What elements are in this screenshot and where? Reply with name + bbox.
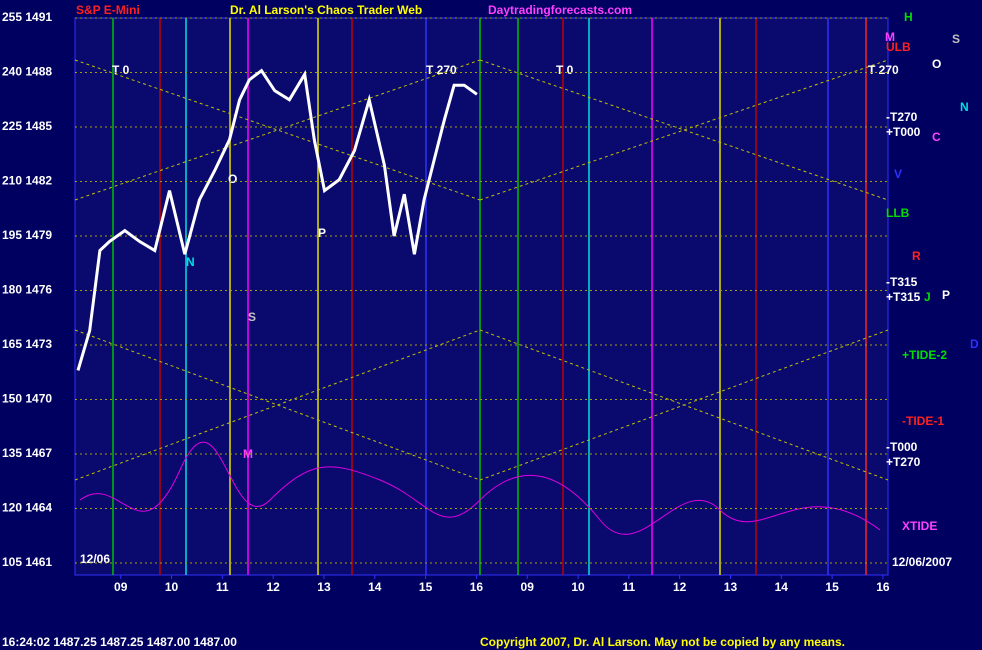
annotation: -T270 bbox=[886, 110, 918, 124]
annotation: S bbox=[952, 32, 960, 46]
annotation: N bbox=[960, 100, 969, 114]
annotation: D bbox=[970, 337, 979, 351]
chart-title: Dr. Al Larson's Chaos Trader Web bbox=[230, 3, 422, 17]
x-tick-label: 10 bbox=[165, 580, 179, 594]
annotation: C bbox=[932, 130, 941, 144]
x-tick-label: 15 bbox=[825, 580, 839, 594]
y-tick-label: 240 1488 bbox=[2, 65, 52, 79]
annotation: -TIDE-1 bbox=[902, 414, 944, 428]
diagonal bbox=[479, 329, 889, 481]
quote-line: 16:24:02 1487.25 1487.25 1487.00 1487.00 bbox=[2, 635, 237, 649]
plot-area bbox=[74, 17, 889, 576]
annotation: T 0 bbox=[556, 63, 574, 77]
x-tick-label: 14 bbox=[775, 580, 789, 594]
annotation: T 0 bbox=[112, 63, 130, 77]
x-tick-label: 12 bbox=[266, 580, 280, 594]
y-tick-label: 150 1470 bbox=[2, 392, 52, 406]
annotation: +TIDE-2 bbox=[902, 348, 947, 362]
x-tick-label: 14 bbox=[368, 580, 382, 594]
xtide-wave bbox=[79, 441, 881, 535]
price-line bbox=[76, 68, 478, 371]
annotation: O bbox=[228, 172, 237, 186]
copyright: Copyright 2007, Dr. Al Larson. May not b… bbox=[480, 635, 845, 649]
annotation: O bbox=[932, 57, 941, 71]
x-tick-label: 12 bbox=[673, 580, 687, 594]
x-tick-label: 16 bbox=[876, 580, 890, 594]
y-tick-label: 195 1479 bbox=[2, 228, 52, 242]
x-tick-label: 15 bbox=[419, 580, 433, 594]
annotation: +T270 bbox=[886, 455, 921, 469]
annotation: -T000 bbox=[886, 440, 918, 454]
annotation: LLB bbox=[886, 206, 910, 220]
annotation: P bbox=[318, 226, 326, 240]
annotation: T 270 bbox=[426, 63, 457, 77]
annotation: +T000 bbox=[886, 125, 921, 139]
x-tick-label: 09 bbox=[521, 580, 535, 594]
annotation: J bbox=[924, 290, 931, 304]
annotation: V bbox=[894, 167, 902, 181]
y-tick-label: 135 1467 bbox=[2, 446, 52, 460]
date-label: 12/06/2007 bbox=[892, 555, 952, 569]
subtitle: S&P E-Mini bbox=[76, 3, 140, 17]
annotation: M bbox=[885, 30, 895, 44]
y-tick-label: 225 1485 bbox=[2, 119, 52, 133]
x-tick-label: 11 bbox=[216, 580, 229, 594]
x-tick-label: 10 bbox=[571, 580, 585, 594]
site: Daytradingforecasts.com bbox=[488, 3, 632, 17]
y-tick-label: 120 1464 bbox=[2, 501, 52, 515]
y-tick-label: 180 1476 bbox=[2, 283, 52, 297]
y-tick-label: 105 1461 bbox=[2, 555, 52, 569]
annotation: P bbox=[942, 288, 950, 302]
annotation: H bbox=[904, 10, 913, 24]
cycle-lines bbox=[112, 18, 867, 575]
annotation: ULB bbox=[886, 40, 911, 54]
start-label: 12/06 bbox=[80, 552, 110, 566]
x-tick-label: 16 bbox=[470, 580, 484, 594]
x-tick-label: 11 bbox=[623, 580, 636, 594]
x-tick-label: 13 bbox=[724, 580, 738, 594]
diagonals bbox=[74, 59, 889, 481]
annotation: -T315 bbox=[886, 275, 918, 289]
annotation: M bbox=[243, 447, 253, 461]
x-tick-label: 13 bbox=[317, 580, 331, 594]
annotation: N bbox=[186, 255, 195, 269]
annotation: R bbox=[912, 249, 921, 263]
annotation: +T315 bbox=[886, 290, 921, 304]
y-tick-label: 165 1473 bbox=[2, 337, 52, 351]
annotations: T 0 T 270 T 0 T 270 ULB -T270 +T000 LLB … bbox=[112, 10, 979, 533]
y-tick-label: 210 1482 bbox=[2, 174, 52, 188]
annotation: T 270 bbox=[868, 63, 899, 77]
y-tick-label: 255 1491 bbox=[2, 10, 52, 24]
x-tick-label: 09 bbox=[114, 580, 128, 594]
annotation: XTIDE bbox=[902, 519, 937, 533]
annotation: S bbox=[248, 310, 256, 324]
